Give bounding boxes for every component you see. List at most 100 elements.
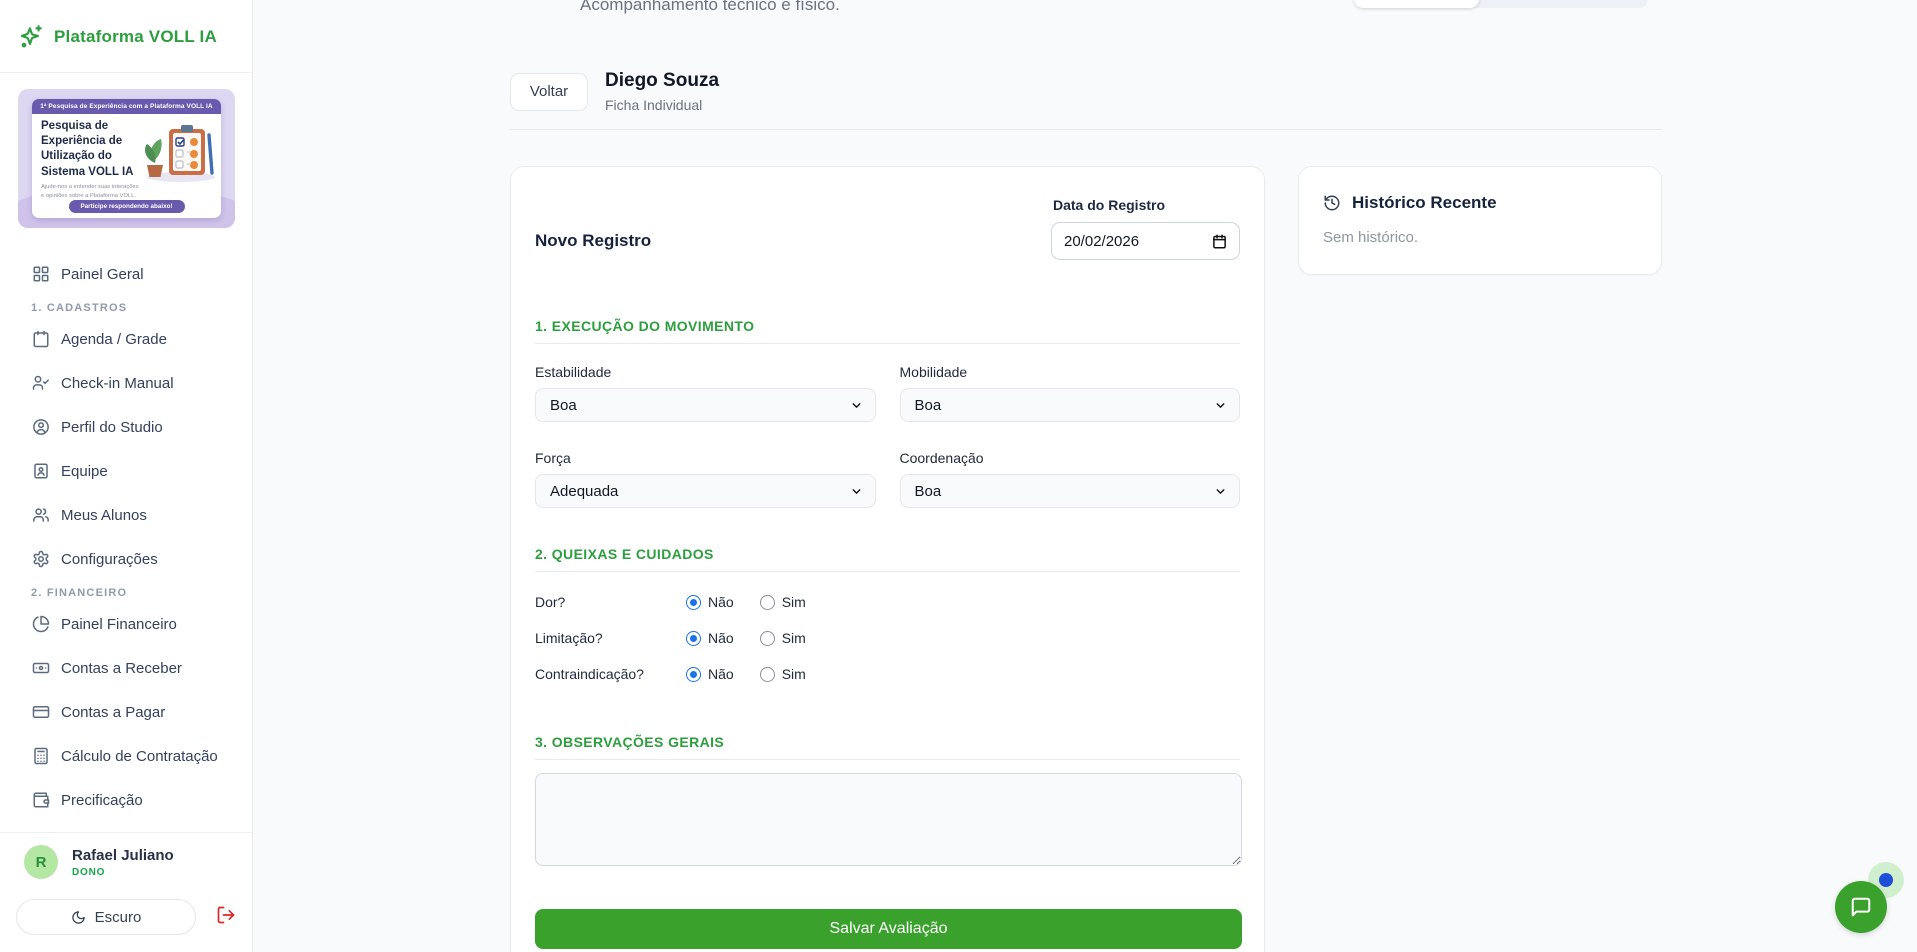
content: Voltar Diego Souza Ficha Individual Novo… [510, 0, 1662, 952]
user-check-icon [32, 375, 49, 390]
contraindicacao-sim-option[interactable]: Sim [759, 666, 806, 682]
sidebar-item-label: Meus Alunos [61, 506, 147, 524]
brand: Plataforma VOLL IA [0, 0, 252, 73]
promo-banner-text: 1ª Pesquisa de Experiência com a Platafo… [32, 99, 221, 114]
save-evaluation-button[interactable]: Salvar Avaliação [535, 909, 1242, 949]
promo-title: Pesquisa de Experiência de Utilização do… [41, 120, 134, 178]
field-forca: Força Adequada [535, 450, 876, 508]
gear-icon [33, 550, 49, 568]
sidebar-item-contas-a-pagar[interactable]: Contas a Pagar [0, 696, 252, 728]
estabilidade-select[interactable]: Boa [535, 388, 876, 422]
chat-button[interactable] [1835, 881, 1887, 933]
observations-textarea[interactable] [535, 773, 1242, 866]
section-observations: 3. OBSERVAÇÕES GERAIS [535, 734, 1242, 871]
logout-icon [217, 906, 235, 923]
field-estabilidade: Estabilidade Boa [535, 364, 876, 422]
mobilidade-select[interactable]: Boa [899, 388, 1240, 422]
sidebar-item-label: Cálculo de Contratação [61, 747, 218, 765]
history-title: Histórico Recente [1352, 193, 1497, 212]
logout-button[interactable] [216, 905, 236, 930]
wallet-icon [33, 792, 50, 808]
dor-sim-option[interactable]: Sim [759, 594, 806, 610]
brand-name: Plataforma VOLL IA [54, 27, 217, 46]
history-header: Histórico Recente [1323, 193, 1637, 213]
limitacao-nao-option[interactable]: Não [686, 630, 734, 646]
sidebar-item-calculo-contratacao[interactable]: Cálculo de Contratação [0, 740, 252, 772]
sidebar-item-checkin-manual[interactable]: Check-in Manual [0, 367, 252, 399]
sidebar-item-equipe[interactable]: Equipe [0, 455, 252, 487]
sidebar-item-label: Check-in Manual [61, 374, 174, 392]
user-name: Rafael Juliano [72, 846, 174, 864]
section-movement: 1. EXECUÇÃO DO MOVIMENTO Estabilidade Bo… [535, 318, 1240, 508]
radio-unchecked [759, 594, 775, 610]
promo-banner-card[interactable]: 1ª Pesquisa de Experiência com a Platafo… [18, 89, 235, 228]
field-coordenacao: Coordenação Boa [899, 450, 1240, 508]
field-mobilidade: Mobilidade Boa [899, 364, 1240, 422]
limitacao-sim-option[interactable]: Sim [759, 630, 806, 646]
sidebar-nav: Painel Geral 1. CADASTROS Agenda / Grade… [0, 258, 252, 816]
promo-cta-button[interactable]: Participe respondendo abaixo! [68, 200, 185, 213]
page-title: Diego Souza [605, 70, 720, 91]
forca-select[interactable]: Adequada [535, 474, 876, 508]
top-segmented-control[interactable] [1354, 0, 1648, 8]
header-divider [510, 129, 1662, 130]
section-movement-title: 1. EXECUÇÃO DO MOVIMENTO [535, 318, 755, 334]
sidebar-item-label: Contas a Receber [61, 659, 182, 677]
radio-checked [686, 630, 701, 646]
history-empty-text: Sem histórico. [1323, 229, 1419, 246]
chat-notification-dot [1879, 873, 1893, 887]
contraindicacao-nao-option[interactable]: Não [686, 666, 734, 682]
question-limitacao: Limitação? Não Sim [535, 630, 806, 646]
sidebar: Plataforma VOLL IA 1ª Pesquisa de Experi… [0, 0, 253, 952]
form-head: Novo Registro Data do Registro 20/02/202… [535, 195, 1240, 260]
dor-nao-option[interactable]: Não [686, 594, 734, 610]
sidebar-item-perfil-studio[interactable]: Perfil do Studio [0, 411, 252, 443]
radio-unchecked [759, 630, 775, 646]
sidebar-item-meus-alunos[interactable]: Meus Alunos [0, 499, 252, 531]
section-complaints: 2. QUEIXAS E CUIDADOS Dor? Não Sim Limit… [535, 546, 1240, 692]
sidebar-item-label: Contas a Pagar [61, 703, 166, 721]
sidebar-item-painel-geral[interactable]: Painel Geral [0, 258, 252, 290]
sidebar-item-label: Precificação [61, 791, 143, 809]
sidebar-item-contas-a-receber[interactable]: Contas a Receber [0, 652, 252, 684]
calendar-icon [1213, 234, 1226, 248]
coordenacao-select[interactable]: Boa [899, 474, 1240, 508]
chevron-down-icon [1216, 488, 1225, 494]
chevron-down-icon [1216, 402, 1225, 408]
sidebar-item-configuracoes[interactable]: Configurações [0, 543, 252, 575]
user-role-badge: DONO [72, 866, 106, 878]
radio-unchecked [759, 666, 775, 682]
chat-bubble-icon [1851, 897, 1871, 917]
sidebar-item-label: Perfil do Studio [61, 418, 163, 436]
sparkles-icon [20, 25, 42, 48]
sidebar-item-agenda-grade[interactable]: Agenda / Grade [0, 323, 252, 355]
sidebar-item-label: Equipe [61, 462, 108, 480]
moon-icon [71, 910, 85, 924]
back-button[interactable]: Voltar [510, 72, 588, 111]
sidebar-group-cadastros: 1. CADASTROS [31, 302, 128, 314]
radio-checked [686, 666, 701, 682]
theme-toggle-button[interactable]: Escuro [16, 899, 196, 935]
sidebar-item-painel-financeiro[interactable]: Painel Financeiro [0, 608, 252, 640]
circle-user-icon [33, 419, 49, 435]
main-area: Acompanhamento técnico e físico. Voltar … [253, 0, 1917, 952]
avatar: R [24, 845, 58, 879]
sidebar-item-label: Agenda / Grade [61, 330, 167, 348]
sidebar-footer: Escuro [0, 879, 252, 935]
sidebar-group-financeiro: 2. FINANCEIRO [31, 587, 128, 599]
recent-history-card: Histórico Recente Sem histórico. [1298, 166, 1662, 275]
page-subtitle: Ficha Individual [605, 97, 703, 113]
chevron-down-icon [852, 402, 860, 408]
record-date-input[interactable]: 20/02/2026 [1051, 222, 1240, 260]
sidebar-divider [0, 832, 252, 833]
sidebar-item-label: Configurações [61, 550, 158, 568]
top-segmented-active-tab[interactable] [1354, 0, 1479, 8]
sidebar-item-precificacao[interactable]: Precificação [0, 784, 252, 816]
promo-inner-card: 1ª Pesquisa de Experiência com a Platafo… [32, 99, 221, 218]
radio-checked [686, 594, 701, 610]
pie-chart-icon [32, 615, 50, 633]
sidebar-item-label: Painel Geral [61, 265, 144, 283]
layout-grid-icon [33, 266, 49, 282]
survey-clipboard-illustration [145, 125, 215, 182]
